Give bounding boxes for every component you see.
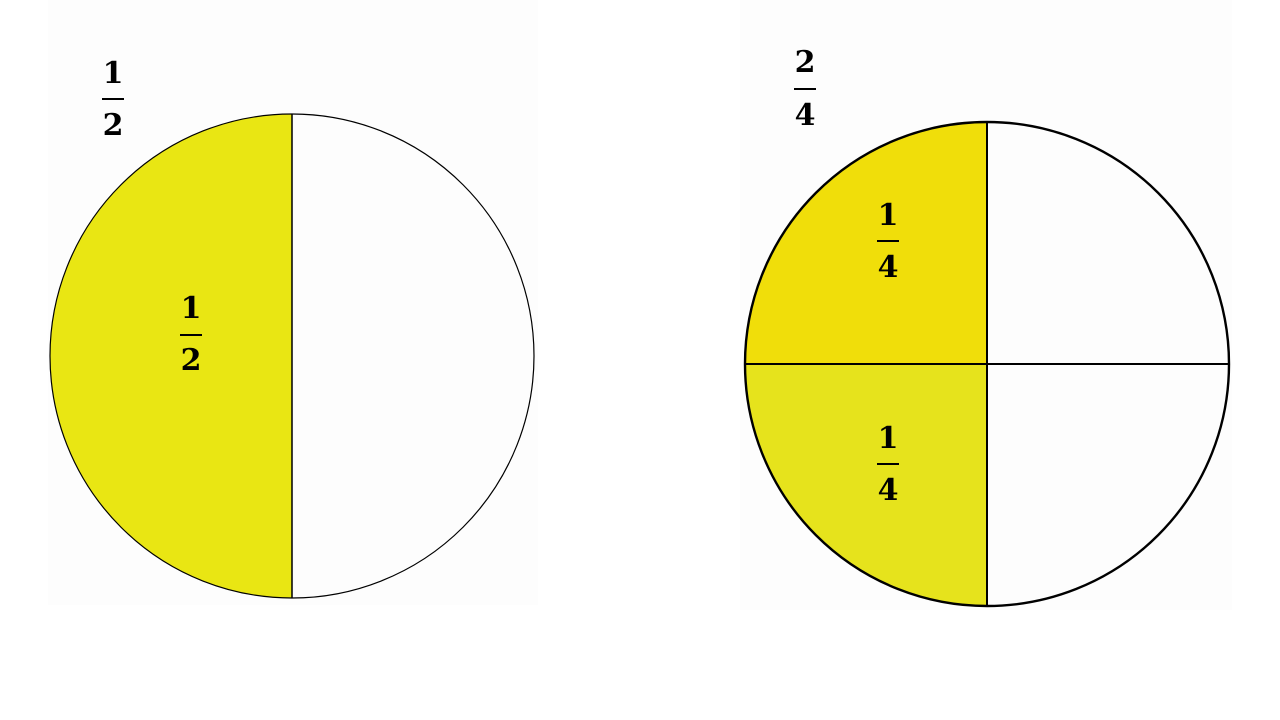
shaded-half [50, 114, 292, 598]
right-title-denominator: 4 [795, 98, 816, 133]
bottom-left-quarter-label: 1 4 [877, 421, 899, 508]
half-circle-diagram [49, 113, 535, 599]
shaded-top-left-quarter [745, 122, 987, 364]
bottom-left-numerator: 1 [878, 421, 899, 456]
top-left-numerator: 1 [878, 198, 899, 233]
left-shaded-denominator: 2 [181, 343, 202, 378]
left-title-numerator: 1 [103, 56, 124, 91]
top-left-denominator: 4 [878, 250, 899, 285]
shaded-bottom-left-quarter [745, 364, 987, 606]
left-title-denominator: 2 [103, 108, 124, 143]
left-shaded-numerator: 1 [181, 291, 202, 326]
bottom-left-denominator: 4 [878, 473, 899, 508]
top-left-quarter-label: 1 4 [877, 198, 899, 285]
right-title-fraction: 2 4 [794, 45, 816, 133]
quarter-circle-diagram [743, 120, 1231, 608]
left-shaded-label: 1 2 [180, 291, 202, 378]
right-title-numerator: 2 [795, 45, 816, 80]
left-title-fraction: 1 2 [102, 56, 124, 143]
